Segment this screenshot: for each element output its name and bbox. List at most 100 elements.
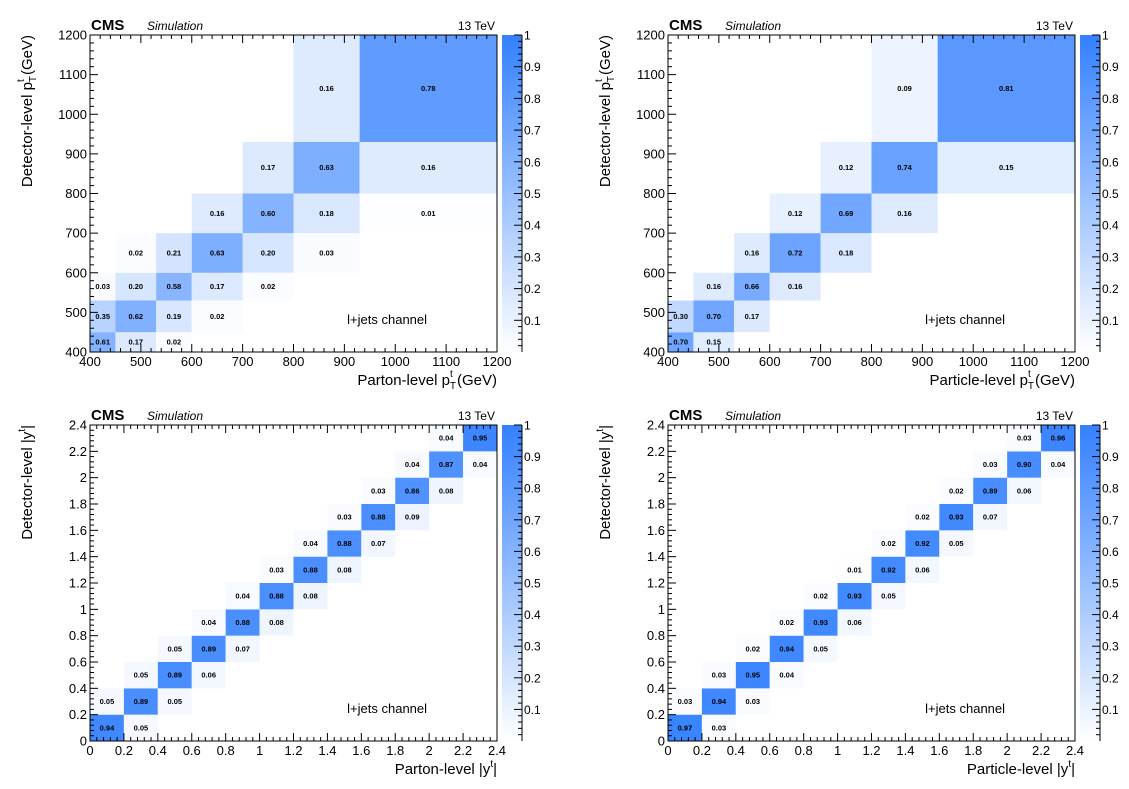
cell-value-label: 0.05 — [813, 644, 828, 653]
z-tick-label: 0.3 — [1102, 250, 1119, 264]
x-tick-label: 0.6 — [183, 743, 201, 758]
color-bar — [1080, 425, 1100, 741]
heatmap-cell — [395, 451, 430, 478]
cell-value-label: 0.03 — [712, 723, 727, 732]
simulation-label: Simulation — [725, 19, 781, 33]
heatmap-cell — [429, 425, 464, 452]
y-tick-label: 500 — [643, 305, 665, 320]
energy-label: 13 TeV — [458, 409, 495, 423]
heatmap-cell — [191, 300, 243, 333]
energy-label: 13 TeV — [1036, 409, 1073, 423]
heatmap-cell — [361, 530, 396, 557]
x-tick-label: 2.2 — [1032, 743, 1050, 758]
energy-label: 13 TeV — [458, 19, 495, 33]
panel-1: 0.610.350.030.170.620.200.020.020.190.58… — [16, 17, 541, 392]
x-tick-label: 700 — [232, 354, 254, 369]
x-tick-label: 0.6 — [761, 743, 779, 758]
heatmap-cell — [769, 233, 821, 273]
heatmap-cell — [820, 233, 872, 273]
x-tick-label: 1.4 — [318, 743, 336, 758]
cell-value-label: 0.03 — [371, 486, 386, 495]
heatmap-cell — [156, 332, 192, 352]
heatmap-cell — [123, 662, 158, 689]
y-tick-label: 1000 — [636, 107, 665, 122]
x-tick-label: 1.6 — [930, 743, 948, 758]
cell-value-label: 0.12 — [839, 163, 854, 172]
cell-value-label: 0.21 — [167, 248, 182, 257]
y-tick-label: 1 — [80, 602, 87, 617]
heatmap-cell — [803, 583, 838, 610]
z-tick-label: 0.4 — [524, 608, 541, 622]
energy-label: 13 TeV — [1036, 19, 1073, 33]
color-bar — [502, 35, 522, 352]
heatmap-cell — [115, 233, 157, 273]
heatmap-cell — [973, 504, 1008, 531]
cell-value-label: 0.03 — [269, 565, 284, 574]
z-tick-label: 0.1 — [524, 703, 541, 717]
cell-value-label: 0.04 — [779, 671, 794, 680]
cell-value-label: 0.17 — [745, 312, 760, 321]
x-tick-label: 0.2 — [115, 743, 133, 758]
x-tick-label: 2 — [1004, 743, 1011, 758]
cell-value-label: 0.08 — [269, 618, 284, 627]
cell-value-label: 0.09 — [897, 84, 912, 93]
cell-value-label: 0.04 — [439, 434, 454, 443]
y-axis-label: Detector-level pTt (GeV) — [16, 35, 39, 187]
cell-value-label: 0.20 — [128, 282, 143, 291]
heatmap-cell — [1041, 425, 1075, 452]
y-tick-label: 800 — [643, 186, 665, 201]
z-tick-label: 1 — [1102, 29, 1109, 43]
cell-value-label: 0.19 — [167, 312, 182, 321]
cell-value-label: 0.93 — [949, 513, 964, 522]
cell-value-label: 0.05 — [100, 697, 115, 706]
heatmap-cell — [871, 141, 938, 194]
x-tick-label: 0 — [664, 743, 671, 758]
x-tick-label: 600 — [759, 354, 781, 369]
cell-value-label: 0.03 — [337, 513, 352, 522]
z-tick-label: 0.2 — [524, 671, 541, 685]
x-tick-label: 0.4 — [149, 743, 167, 758]
cell-value-label: 0.96 — [1051, 434, 1066, 443]
heatmap-cell — [115, 300, 157, 333]
heatmap-cell — [939, 504, 974, 531]
z-tick-label: 0.3 — [524, 640, 541, 654]
x-tick-label: 1 — [256, 743, 263, 758]
heatmap-cell — [157, 662, 192, 689]
cell-value-label: 0.61 — [95, 338, 110, 347]
x-tick-label: 1100 — [432, 354, 460, 369]
heatmap-cell — [115, 332, 157, 352]
heatmap-cell — [735, 662, 770, 689]
heatmap-cell — [734, 300, 770, 333]
heatmap-cell — [871, 35, 938, 142]
cell-value-label: 0.01 — [421, 209, 436, 218]
cell-value-label: 0.03 — [712, 671, 727, 680]
x-tick-label: 500 — [708, 354, 730, 369]
cell-value-label: 0.08 — [439, 486, 454, 495]
x-tick-label: 0.8 — [795, 743, 813, 758]
cell-value-label: 0.04 — [1051, 460, 1066, 469]
heatmap-cell — [361, 504, 396, 531]
z-tick-label: 0.2 — [1102, 671, 1119, 685]
y-tick-label: 700 — [65, 226, 87, 241]
heatmap-cell — [939, 477, 974, 504]
heatmap-cell — [242, 272, 294, 301]
cms-label: CMS — [669, 17, 702, 34]
cell-value-label: 0.05 — [949, 539, 964, 548]
cell-value-label: 0.81 — [999, 84, 1014, 93]
x-tick-label: 2.2 — [454, 743, 472, 758]
cell-value-label: 0.12 — [788, 209, 803, 218]
cell-value-label: 0.07 — [983, 513, 998, 522]
z-tick-label: 0.5 — [1102, 577, 1119, 591]
color-bar — [1080, 35, 1100, 352]
cell-value-label: 0.94 — [779, 644, 794, 653]
y-tick-label: 2 — [658, 470, 665, 485]
cell-value-label: 0.92 — [881, 565, 896, 574]
cell-value-label: 0.08 — [303, 592, 318, 601]
heatmap-cell — [735, 635, 770, 662]
cell-value-label: 0.02 — [167, 338, 182, 347]
cell-value-label: 0.02 — [261, 282, 276, 291]
y-tick-label: 1.6 — [647, 523, 665, 538]
heatmap-cell — [293, 35, 360, 142]
cell-value-label: 0.87 — [439, 460, 454, 469]
